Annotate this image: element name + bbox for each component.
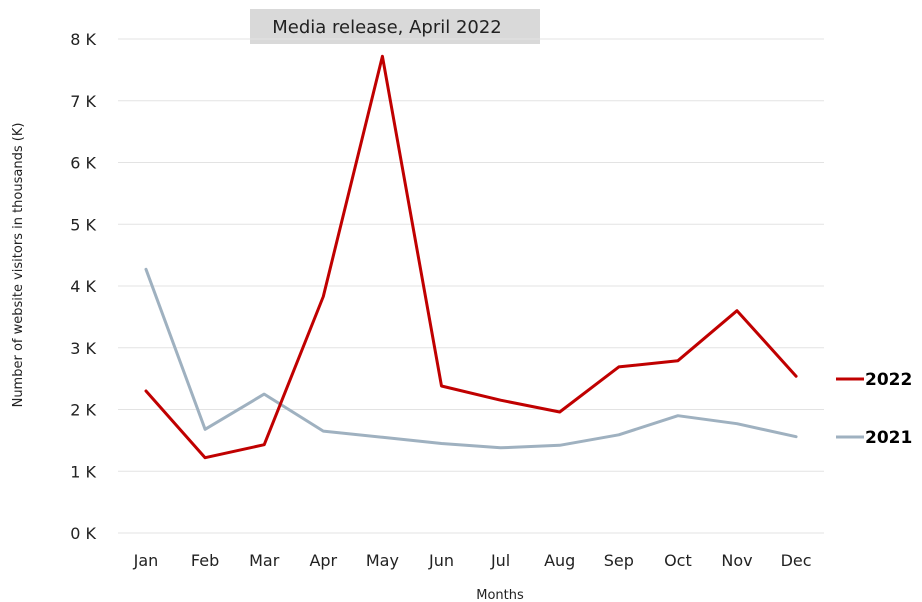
x-tick-label: Feb [191,551,219,570]
x-tick-label: Jun [428,551,454,570]
x-tick-label: Nov [721,551,752,570]
annotation-label: Media release, April 2022 [272,17,502,38]
x-tick-label: Sep [604,551,634,570]
y-tick-label: 5 K [70,215,96,234]
x-tick-label: May [366,551,399,570]
x-tick-label: Jul [490,551,510,570]
y-tick-label: 3 K [70,339,96,358]
y-tick-label: 7 K [70,92,96,111]
y-tick-label: 1 K [70,462,96,481]
y-axis-title: Number of website visitors in thousands … [11,123,26,408]
y-axis-ticks: 0 K 1 K 2 K 3 K 4 K 5 K 6 K 7 K 8 K [70,30,96,543]
x-tick-label: Apr [309,551,337,570]
x-tick-label: Aug [544,551,575,570]
legend: 2022 2021 [836,370,912,448]
x-tick-label: Oct [664,551,692,570]
series-lines [144,54,798,460]
legend-label-2022: 2022 [865,370,912,390]
x-tick-label: Dec [781,551,812,570]
y-tick-label: 4 K [70,277,96,296]
y-tick-label: 6 K [70,154,96,173]
y-tick-label: 2 K [70,401,96,420]
gridlines [118,38,824,534]
y-tick-label: 0 K [70,524,96,543]
y-tick-label: 8 K [70,30,96,49]
x-axis-ticks: Jan Feb Mar Apr May Jun Jul Aug Sep Oct Nov Dec [133,551,812,570]
series-line-2022 [144,54,798,460]
x-axis-title: Months [476,588,524,602]
x-tick-label: Mar [249,551,280,570]
legend-label-2021: 2021 [865,428,912,448]
x-tick-label: Jan [133,551,159,570]
series-line-2021 [144,267,798,450]
annotation-box [250,9,540,44]
